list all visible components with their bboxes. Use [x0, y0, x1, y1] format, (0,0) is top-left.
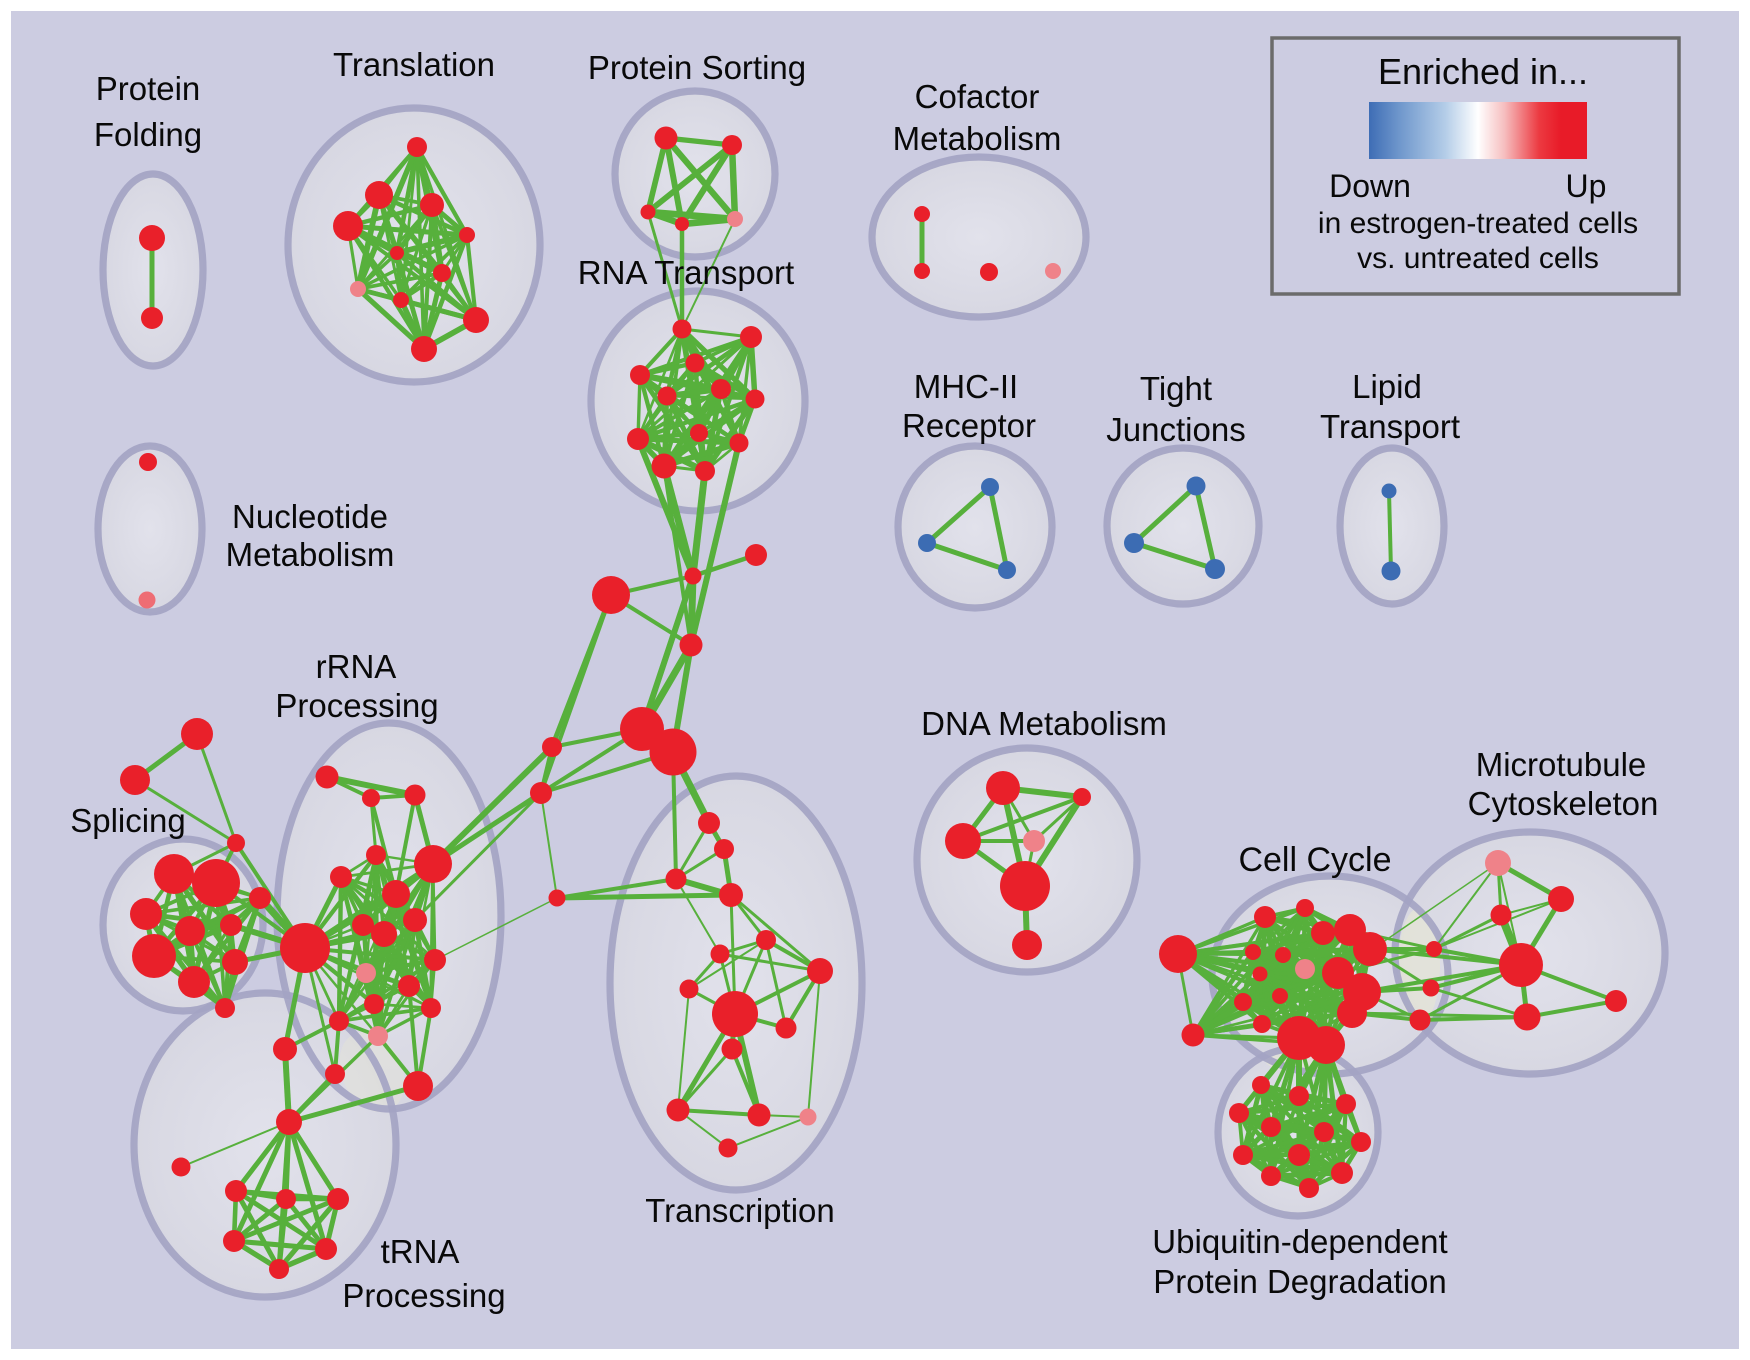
svg-text:Metabolism: Metabolism — [893, 120, 1062, 157]
svg-text:Cofactor: Cofactor — [915, 78, 1040, 115]
svg-text:Protein Sorting: Protein Sorting — [588, 49, 806, 86]
svg-text:Ubiquitin-dependent: Ubiquitin-dependent — [1152, 1223, 1447, 1260]
svg-text:Translation: Translation — [333, 46, 495, 83]
svg-text:tRNA: tRNA — [381, 1233, 460, 1270]
svg-text:RNA Transport: RNA Transport — [578, 254, 794, 291]
svg-text:Splicing: Splicing — [70, 802, 186, 839]
svg-text:Up: Up — [1566, 168, 1607, 204]
svg-text:Down: Down — [1329, 168, 1411, 204]
svg-text:Lipid: Lipid — [1352, 368, 1422, 405]
svg-text:Cytoskeleton: Cytoskeleton — [1468, 785, 1659, 822]
svg-text:Folding: Folding — [94, 116, 202, 153]
svg-text:Nucleotide: Nucleotide — [232, 498, 388, 535]
svg-text:Cell Cycle: Cell Cycle — [1238, 841, 1391, 879]
svg-text:DNA Metabolism: DNA Metabolism — [921, 705, 1167, 742]
svg-text:Enriched in...: Enriched in... — [1378, 51, 1588, 92]
svg-text:Processing: Processing — [342, 1277, 505, 1314]
svg-text:Receptor: Receptor — [902, 407, 1036, 444]
svg-text:Protein Degradation: Protein Degradation — [1153, 1263, 1447, 1300]
svg-text:Metabolism: Metabolism — [226, 536, 395, 573]
svg-text:Transcription: Transcription — [645, 1192, 835, 1229]
svg-text:Microtubule: Microtubule — [1476, 746, 1647, 783]
svg-text:vs. untreated cells: vs. untreated cells — [1357, 242, 1599, 275]
svg-text:in estrogen-treated cells: in estrogen-treated cells — [1318, 207, 1638, 240]
svg-text:MHC-II: MHC-II — [914, 368, 1018, 405]
svg-text:Transport: Transport — [1320, 408, 1460, 445]
svg-text:Junctions: Junctions — [1106, 411, 1245, 448]
svg-text:Protein: Protein — [96, 70, 201, 107]
svg-text:Processing: Processing — [275, 687, 438, 724]
svg-text:Tight: Tight — [1140, 370, 1212, 407]
svg-text:rRNA: rRNA — [316, 648, 397, 685]
